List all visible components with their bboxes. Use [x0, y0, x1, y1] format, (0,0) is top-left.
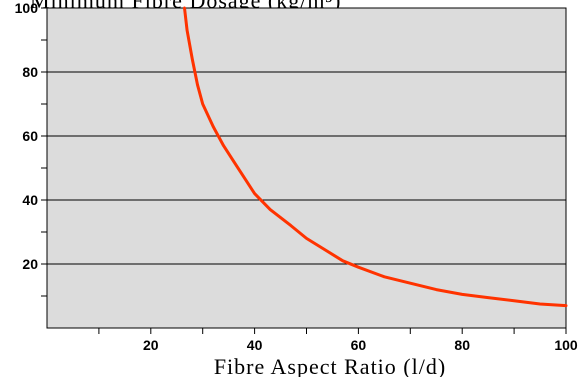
- y-tick-label-60: 60: [22, 128, 38, 144]
- grid-lines: [47, 71, 566, 265]
- y-tick-label-20: 20: [22, 256, 38, 272]
- y-tick-label-40: 40: [22, 192, 38, 208]
- x-tick-label-80: 80: [454, 337, 470, 353]
- series-group: [183, 6, 568, 308]
- x-tick-label-20: 20: [143, 337, 159, 353]
- axis-ticks: [41, 7, 567, 334]
- series-line-0: [183, 6, 568, 308]
- x-axis-title: Fibre Aspect Ratio (l/d): [214, 354, 446, 377]
- x-tick-label-100: 100: [554, 337, 578, 353]
- x-tick-label-60: 60: [351, 337, 367, 353]
- tick-labels: 20 40 60 80 100 20 40 60 80 100: [15, 0, 578, 353]
- y-tick-label-100: 100: [15, 0, 39, 16]
- y-tick-label-80: 80: [22, 64, 38, 80]
- x-tick-label-40: 40: [247, 337, 263, 353]
- plot-area: [46, 7, 567, 329]
